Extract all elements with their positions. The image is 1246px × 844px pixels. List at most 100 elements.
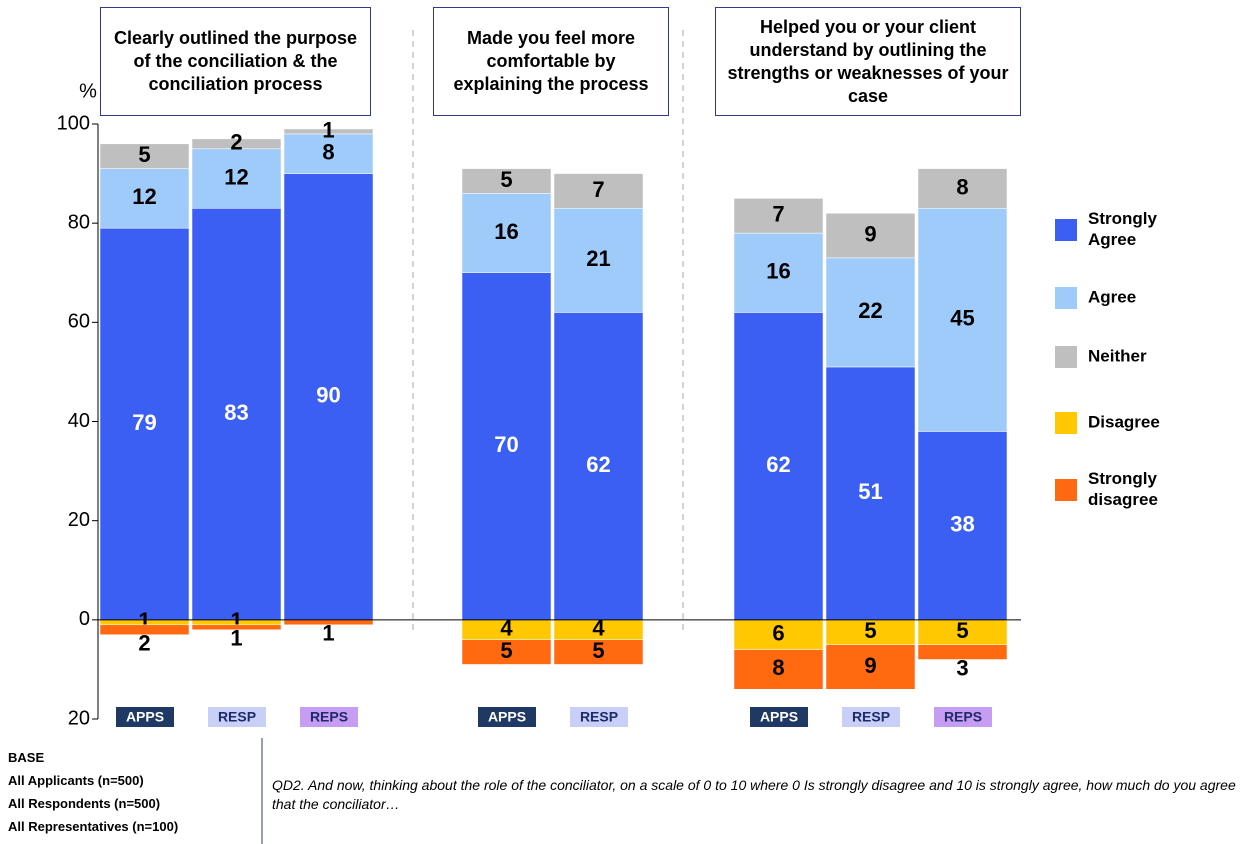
- bar-segment: [461, 639, 552, 665]
- value-label: 5: [138, 142, 150, 167]
- bar-segment: [825, 619, 916, 645]
- category-box: [570, 707, 628, 727]
- value-label: 5: [500, 167, 512, 192]
- value-label: 83: [224, 400, 248, 425]
- value-label: 5: [500, 638, 512, 663]
- bar-segment: [99, 227, 190, 621]
- bar-segment: [461, 272, 552, 621]
- bar-segment: [733, 312, 824, 621]
- value-label: 16: [766, 259, 790, 284]
- category-box: [300, 707, 358, 727]
- bar-segment: [733, 619, 824, 650]
- legend-label: Strongly Agree: [1088, 209, 1157, 249]
- value-label: 90: [316, 383, 340, 408]
- bar-segment: [917, 208, 1008, 432]
- legend-swatch: [1055, 479, 1077, 501]
- x-tick-label: APPS: [760, 709, 798, 725]
- bar-segment: [553, 173, 644, 209]
- bar-segment: [461, 168, 552, 194]
- base-note: BASE: [8, 750, 45, 765]
- value-label: 4: [500, 616, 513, 641]
- value-label: 2: [230, 130, 242, 155]
- value-label: 3: [956, 655, 968, 680]
- bar-segment: [917, 431, 1008, 621]
- group-title: Made you feel more comfortable by explai…: [433, 7, 669, 116]
- bar-segment: [283, 128, 374, 135]
- value-label: 12: [224, 164, 248, 189]
- bar-segment: [553, 639, 644, 665]
- value-label: 8: [956, 174, 968, 199]
- bar-segment: [461, 193, 552, 274]
- value-label: 38: [950, 511, 974, 536]
- legend-swatch: [1055, 346, 1077, 368]
- legend-label: Agree: [1088, 287, 1136, 306]
- value-label: 5: [864, 618, 876, 643]
- value-label: 22: [858, 298, 882, 323]
- y-tick-label: 100: [57, 112, 90, 134]
- bar-segment: [283, 173, 374, 621]
- value-label: 16: [494, 219, 518, 244]
- value-label: 70: [494, 432, 518, 457]
- bar-segment: [283, 133, 374, 174]
- legend-swatch: [1055, 412, 1077, 434]
- bar-segment: [825, 213, 916, 259]
- value-label: 4: [592, 616, 605, 641]
- x-tick-label: RESP: [218, 709, 256, 725]
- legend-label: Strongly disagree: [1088, 469, 1158, 509]
- bar-segment: [99, 143, 190, 169]
- value-label: 7: [592, 177, 604, 202]
- y-tick-label: 60: [68, 311, 90, 333]
- y-axis-label: %: [79, 80, 97, 102]
- bar-segment: [191, 208, 282, 621]
- y-tick-label: 20: [68, 509, 90, 531]
- x-tick-label: REPS: [944, 709, 982, 725]
- y-tick-label: 80: [68, 211, 90, 233]
- bar-segment: [917, 168, 1008, 209]
- base-note: All Applicants (n=500): [8, 773, 144, 788]
- legend-swatch: [1055, 219, 1077, 241]
- category-box: [478, 707, 536, 727]
- question-note: QD2. And now, thinking about the role of…: [272, 777, 1236, 812]
- value-label: 51: [858, 479, 882, 504]
- value-label: 5: [592, 638, 604, 663]
- legend-label: Neither: [1088, 346, 1147, 365]
- x-tick-label: RESP: [852, 709, 890, 725]
- value-label: 8: [322, 140, 334, 165]
- x-tick-label: RESP: [580, 709, 618, 725]
- value-label: 1: [230, 626, 242, 651]
- bar-segment: [191, 624, 282, 631]
- bar-segment: [917, 644, 1008, 660]
- x-tick-label: REPS: [310, 709, 348, 725]
- bar-segment: [825, 644, 916, 690]
- value-label: 5: [956, 618, 968, 643]
- x-tick-label: APPS: [488, 709, 526, 725]
- category-box: [116, 707, 174, 727]
- bar-segment: [191, 138, 282, 150]
- value-label: 62: [586, 452, 610, 477]
- group-title: Clearly outlined the purpose of the conc…: [100, 7, 371, 116]
- bar-segment: [99, 624, 190, 635]
- x-tick-label: APPS: [126, 709, 164, 725]
- bar-segment: [733, 232, 824, 313]
- bar-segment: [99, 168, 190, 229]
- value-label: 62: [766, 452, 790, 477]
- legend-label: Disagree: [1088, 412, 1160, 431]
- bar-segment: [553, 312, 644, 621]
- value-label: 12: [132, 184, 156, 209]
- value-label: 45: [950, 306, 974, 331]
- value-label: 21: [586, 246, 610, 271]
- group-title: Helped you or your client understand by …: [715, 7, 1021, 116]
- bar-segment: [825, 257, 916, 368]
- y-tick-label: 0: [79, 608, 90, 630]
- value-label: 1: [322, 621, 334, 646]
- bar-segment: [733, 198, 824, 234]
- category-box: [750, 707, 808, 727]
- y-tick-label: 40: [68, 410, 90, 432]
- value-label: 2: [138, 631, 150, 656]
- bar-segment: [553, 208, 644, 313]
- category-box: [934, 707, 992, 727]
- bar-segment: [733, 649, 824, 690]
- value-label: 6: [772, 621, 784, 646]
- value-label: 9: [864, 653, 876, 678]
